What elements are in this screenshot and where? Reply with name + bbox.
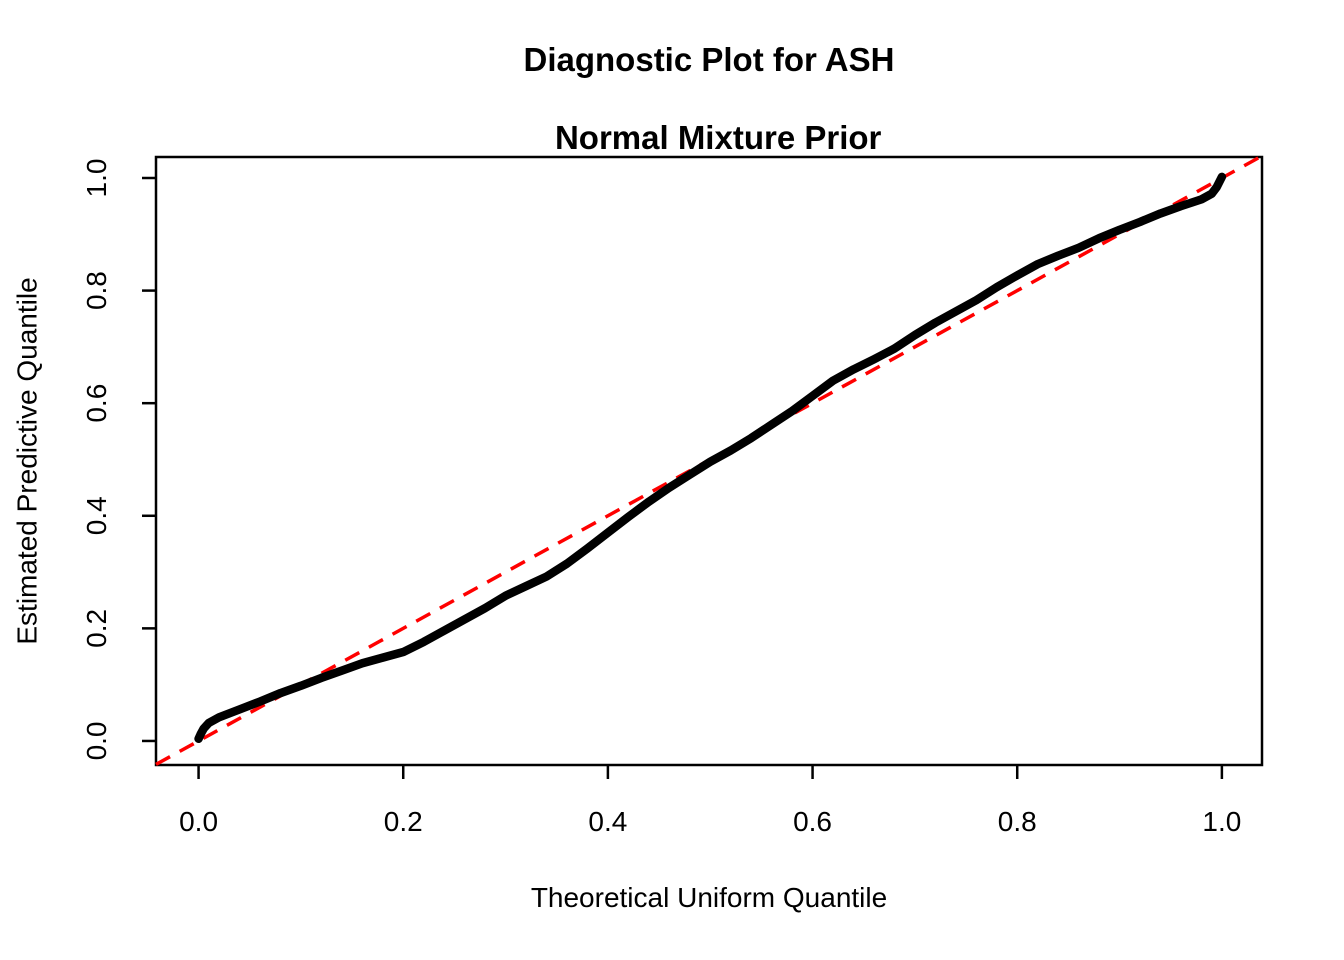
y-axis-tick-label: 0.0 [81, 721, 112, 760]
plot-title-line2: Normal Mixture Prior [554, 119, 882, 156]
plot-box [154, 155, 1264, 767]
x-axis-label: Theoretical Uniform Quantile [530, 882, 888, 913]
plot-title: Diagnostic Plot for ASH Normal Mixture P… [156, 40, 1262, 157]
x-axis-tick-label: 0.4 [588, 806, 627, 837]
y-axis-label: Estimated Predictive Quantile [12, 277, 43, 645]
quantile-curve [194, 172, 1227, 743]
plot-title-line1: Diagnostic Plot for ASH [523, 41, 895, 78]
x-axis-tick-label: 0.0 [179, 806, 218, 837]
x-axis-tick-label: 0.8 [998, 806, 1037, 837]
x-axis-tick-label: 0.2 [384, 806, 423, 837]
y-axis-tick-label: 0.4 [81, 496, 112, 535]
x-axis-tick-label: 0.6 [793, 806, 832, 837]
y-axis-tick-label: 0.8 [81, 271, 112, 310]
y-axis-tick-label: 1.0 [81, 159, 112, 198]
x-axis-tick-label: 1.0 [1202, 806, 1241, 837]
y-axis-tick-label: 0.2 [81, 609, 112, 648]
y-axis-tick-label: 0.6 [81, 384, 112, 423]
